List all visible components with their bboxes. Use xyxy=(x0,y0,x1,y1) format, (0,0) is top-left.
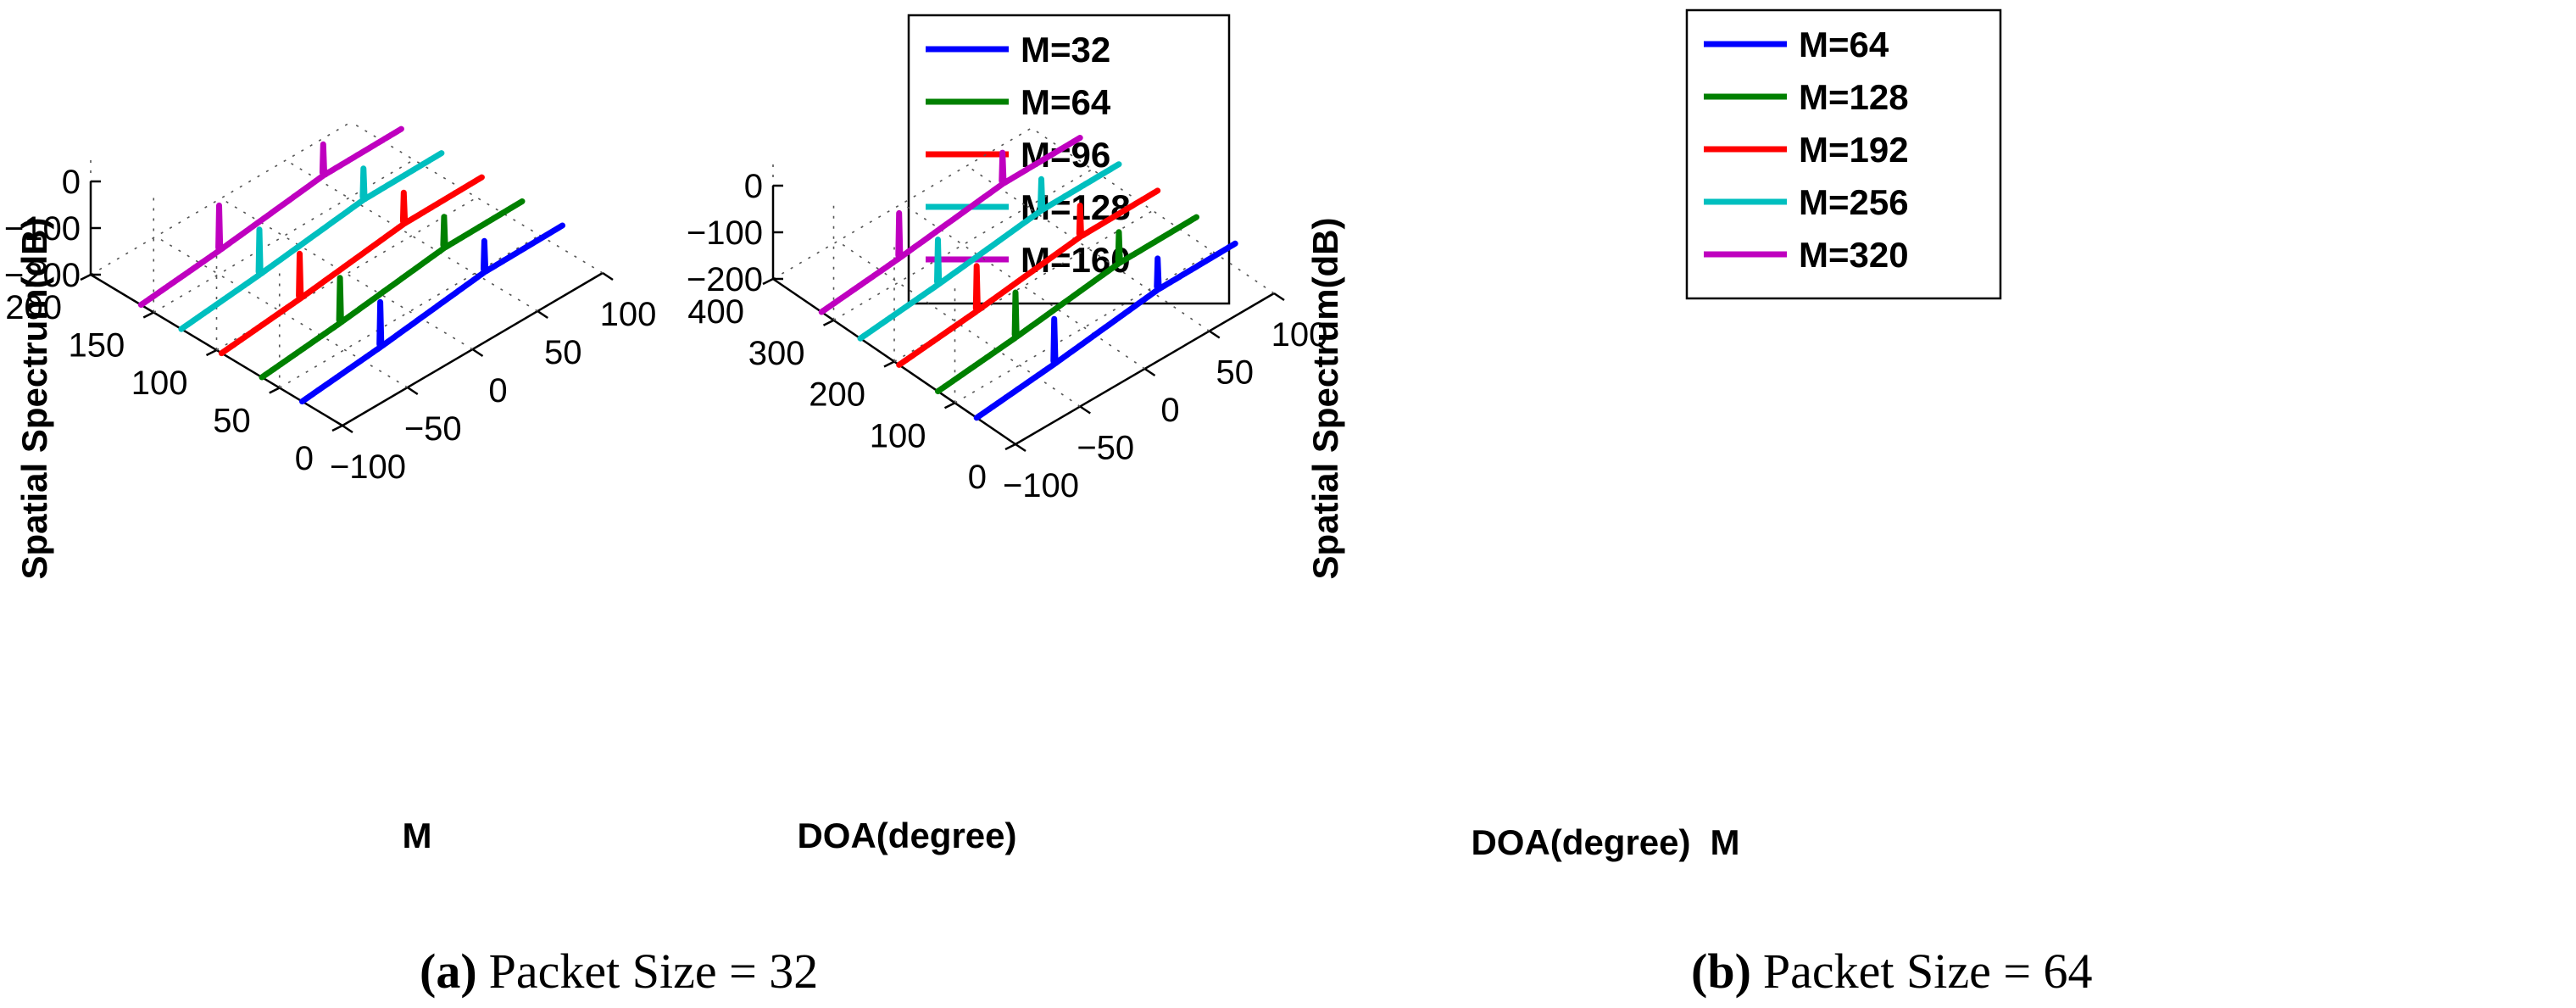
x-tick-label: 50 xyxy=(1216,354,1255,392)
grid-line-doa xyxy=(155,236,409,388)
legend-label: M=64 xyxy=(1799,25,1889,64)
legend-label: M=192 xyxy=(1799,130,1909,170)
x-tick xyxy=(342,424,353,434)
x-tick xyxy=(407,386,419,396)
series-curve-M=96 xyxy=(218,174,485,357)
legend-label: M=96 xyxy=(1021,135,1110,175)
x-tick-label: 0 xyxy=(1160,392,1179,429)
caption-b-text: Packet Size = 64 xyxy=(1763,944,2093,999)
m-tick xyxy=(269,387,281,394)
m-tick xyxy=(822,319,835,326)
z-tick-label: −100 xyxy=(687,214,763,252)
m-axis-label: M xyxy=(1711,822,1740,862)
series-curve-M=256 xyxy=(857,161,1122,342)
series-curve-M=160 xyxy=(137,125,404,309)
x-axis-label: DOA(degree) xyxy=(1471,822,1690,862)
grid-line-doa xyxy=(837,240,1081,408)
m-tick xyxy=(883,360,895,368)
grid-line-doa xyxy=(966,164,1210,332)
series-curve-M=128 xyxy=(178,150,445,332)
x-tick xyxy=(471,348,484,358)
m-tick-label: 300 xyxy=(748,335,805,372)
legend-label: M=256 xyxy=(1799,182,1909,222)
panel-a: −100−50050100050100150200−200−1000DOA(de… xyxy=(4,14,1231,855)
z-tick-label: −200 xyxy=(687,261,763,298)
z-axis-label: Spatial Spectrum(dB) xyxy=(14,217,54,579)
series-curve-M=32 xyxy=(299,222,565,404)
caption-b: (b) Packet Size = 64 xyxy=(1691,944,2093,999)
z-tick-label: −200 xyxy=(4,257,81,294)
m-tick-label: 100 xyxy=(870,417,926,454)
x-tick-label: −100 xyxy=(330,448,406,486)
x-tick xyxy=(1079,405,1091,415)
m-tick-label: 150 xyxy=(69,327,125,365)
x-tick-label: −50 xyxy=(404,410,462,448)
m-tick xyxy=(331,424,343,432)
m-tick-label: 400 xyxy=(687,293,744,331)
legend-label: M=320 xyxy=(1799,235,1909,275)
x-tick-label: −100 xyxy=(1003,467,1079,504)
series-curve-M=64 xyxy=(973,240,1238,421)
caption-a-letter: (a) xyxy=(420,944,477,999)
x-tick-label: 50 xyxy=(544,334,582,371)
x-tick xyxy=(1209,330,1221,339)
m-axis-label: M xyxy=(403,816,432,855)
m-tick xyxy=(943,402,956,409)
series-curve-M=320 xyxy=(818,135,1083,315)
legend-label: M=64 xyxy=(1021,82,1111,122)
z-axis-label: Spatial Spectrum(dB) xyxy=(1305,217,1345,579)
m-tick-label: 0 xyxy=(968,459,987,496)
m-tick-label: 200 xyxy=(809,376,865,414)
x-tick-label: −50 xyxy=(1077,430,1134,467)
m-tick-label: 50 xyxy=(213,403,251,440)
m-tick xyxy=(762,277,774,286)
caption-a-text: Packet Size = 32 xyxy=(489,944,819,999)
caption-b-letter: (b) xyxy=(1691,944,1751,999)
series-curve-M=128 xyxy=(935,214,1199,395)
m-tick xyxy=(142,311,154,319)
x-axis-label: DOA(degree) xyxy=(797,816,1016,855)
panel-b: −100−500501000100200300400−200−1000DOA(d… xyxy=(687,8,2002,862)
x-tick-label: 0 xyxy=(488,372,507,409)
caption-a: (a) Packet Size = 32 xyxy=(420,944,818,999)
grid-line-doa xyxy=(220,198,473,350)
legend-label: M=160 xyxy=(1021,240,1131,280)
z-tick-label: −100 xyxy=(4,210,81,248)
x-tick-label: 100 xyxy=(600,296,657,333)
m-tick xyxy=(205,348,218,357)
grid-line-doa xyxy=(902,203,1145,370)
m-tick xyxy=(80,273,92,281)
x-tick xyxy=(537,309,548,320)
x-tick xyxy=(602,271,614,281)
legend-box xyxy=(907,14,1231,305)
z-tick-label: 0 xyxy=(62,164,81,201)
legend-label: M=128 xyxy=(1799,77,1909,117)
x-tick xyxy=(1273,292,1285,302)
series-curve-M=192 xyxy=(896,187,1161,368)
grid-line-doa xyxy=(1031,127,1275,294)
grid-line-doa xyxy=(350,121,604,274)
m-tick-label: 0 xyxy=(295,440,314,477)
m-tick xyxy=(1004,443,1016,451)
legend-box xyxy=(1685,8,2002,300)
legend-label: M=32 xyxy=(1021,30,1110,70)
grid-line-doa xyxy=(285,159,538,312)
x-tick-label: 100 xyxy=(1271,316,1328,354)
m-tick-label: 200 xyxy=(5,289,62,326)
m-tick-label: 100 xyxy=(131,365,188,402)
grid-line-m xyxy=(153,159,414,314)
series-curve-M=64 xyxy=(259,198,526,381)
x-tick xyxy=(1015,443,1027,453)
x-tick xyxy=(1143,367,1156,377)
z-tick-label: 0 xyxy=(744,168,763,205)
